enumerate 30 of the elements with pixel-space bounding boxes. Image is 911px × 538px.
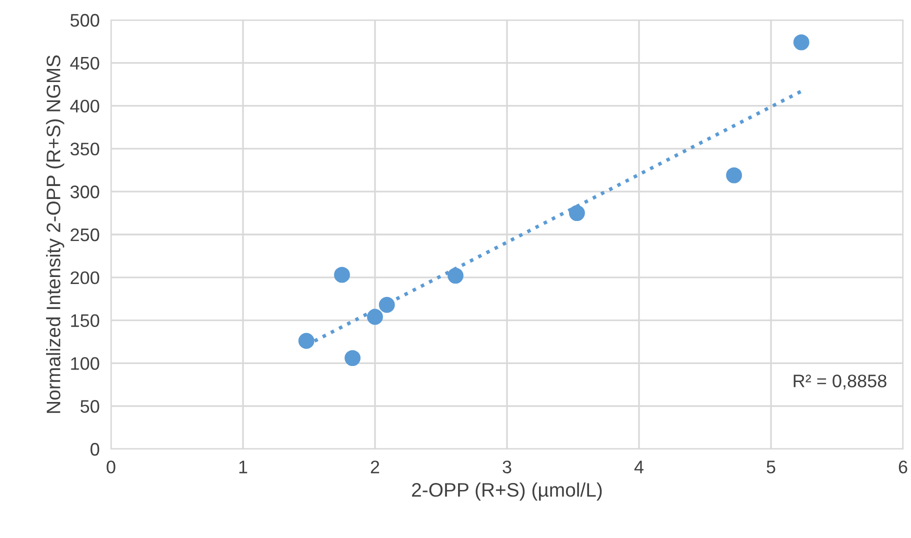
y-tick-label: 450 (70, 56, 100, 70)
y-tick-label: 300 (70, 186, 100, 198)
x-tick-label: 2 (370, 460, 380, 474)
point (726, 167, 742, 184)
y-tick-label: 250 (70, 228, 100, 242)
y-tick-label: 50 (80, 400, 100, 413)
x-tick-label: 1 (239, 460, 248, 474)
y-tick-label: 350 (70, 142, 100, 156)
x-tick-label: 3 (502, 460, 512, 474)
y-tick-label: 150 (71, 314, 100, 328)
y-tick-label: 500 (70, 14, 100, 27)
point (334, 266, 350, 283)
x-tick-label: 6 (898, 460, 908, 474)
y-tick-label: 0 (90, 442, 100, 456)
x-tick-label: 0 (106, 460, 116, 474)
y-axis-title: Normalized Intensity 2-OPP (R+S) NGMS (46, 55, 64, 413)
annotation: R² = 0,8858 (794, 374, 886, 390)
point (448, 268, 464, 284)
point (568, 205, 585, 222)
point (378, 296, 395, 313)
y-tick-label: 100 (71, 357, 100, 370)
point (793, 34, 810, 50)
x-axis-title: 2-OPP (R+S) (µmol/L) (412, 482, 602, 501)
point (344, 350, 361, 366)
x-tick-label: 4 (634, 460, 644, 474)
point (298, 332, 314, 349)
point (367, 308, 383, 325)
y-tick-label: 400 (70, 100, 100, 113)
x-tick-label: 5 (766, 460, 776, 474)
y-tick-label: 200 (70, 271, 100, 284)
